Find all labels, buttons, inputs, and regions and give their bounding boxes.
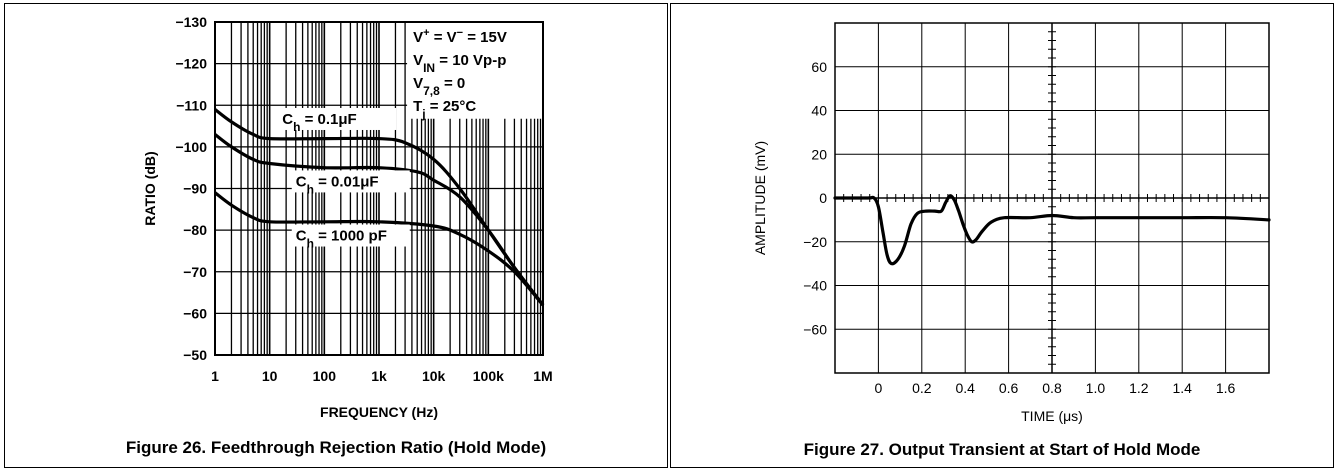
y-tick-label: −60 <box>803 321 827 337</box>
y-tick-label: −40 <box>803 278 827 294</box>
series-label: Ch = 1000 pF <box>296 228 387 251</box>
x-tick-label: 0.4 <box>955 380 975 396</box>
x-tick-label: 1k <box>371 368 387 384</box>
series-line <box>214 133 545 307</box>
x-tick-label: 100k <box>473 368 504 384</box>
series-line <box>833 194 1271 266</box>
x-tick-label: 1M <box>533 368 552 384</box>
y-tick-label: −120 <box>175 56 207 72</box>
figure-26-caption: Figure 26. Feedthrough Rejection Ratio (… <box>125 438 547 457</box>
y-tick-label: −90 <box>183 181 207 197</box>
series-label-bg <box>291 170 410 193</box>
conditions-box <box>407 23 542 119</box>
figure-26-chart: 1 10 100 1k 10k 100k 1M −130 −120 −110 −100 −90 −80 −… <box>142 14 553 420</box>
x-axis-title: TIME (μs) <box>1021 408 1083 424</box>
x-tick-label: 100 <box>313 368 337 384</box>
series-label-bg <box>291 224 410 247</box>
series-line <box>214 191 545 307</box>
y-tick-label: −130 <box>175 14 207 30</box>
condition-label: VIN = 10 Vp-p <box>413 52 506 75</box>
x-axis-title: FREQUENCY (Hz) <box>320 404 438 420</box>
series-label: Ch = 0.01μF <box>296 173 379 196</box>
condition-label: V+ = V− = 15V <box>413 27 507 46</box>
y-tick-label: 0 <box>819 190 827 206</box>
x-tick-label: 1.6 <box>1216 380 1236 396</box>
condition-label: V7,8 = 0 <box>413 75 465 98</box>
figure-27-caption: Figure 27. Output Transient at Start of … <box>803 440 1201 459</box>
series-label-bg <box>278 107 397 130</box>
figure-26-panel: 1 10 100 1k 10k 100k 1M −130 −120 −110 −100 −90 −80 −… <box>4 3 668 468</box>
y-tick-label: 40 <box>811 103 827 119</box>
figure-27-panel: 60 40 20 0 −20 −40 −60 0 0.2 0.4 0.6 0.8 1.0 1.2 1.4 1.… <box>670 3 1334 468</box>
x-tick-label: 10k <box>422 368 446 384</box>
x-tick-label: 1.4 <box>1172 380 1192 396</box>
y-tick-label: −20 <box>803 234 827 250</box>
condition-label: Tj = 25°C <box>413 98 476 121</box>
x-tick-label: 0.2 <box>912 380 932 396</box>
x-tick-label: 1.2 <box>1129 380 1149 396</box>
plot-frame <box>214 21 544 356</box>
y-tick-label: −70 <box>183 264 207 280</box>
x-tick-label: 0.6 <box>999 380 1019 396</box>
series-label: Ch = 0.1μF <box>282 111 356 134</box>
y-axis-title: AMPLITUDE (mV) <box>752 141 768 255</box>
y-tick-label: −110 <box>176 97 207 113</box>
y-axis-title: RATIO (dB) <box>142 151 158 225</box>
x-tick-label: 1.0 <box>1086 380 1106 396</box>
figure-27-chart: 60 40 20 0 −20 −40 −60 0 0.2 0.4 0.6 0.8 1.0 1.2 1.4 1.… <box>752 22 1271 424</box>
y-tick-label: 60 <box>811 59 827 75</box>
y-tick-label: −60 <box>183 305 207 321</box>
x-tick-label: 0 <box>875 380 883 396</box>
x-tick-label: 10 <box>262 368 278 384</box>
x-tick-label: 0.8 <box>1042 380 1062 396</box>
y-tick-label: −100 <box>175 139 207 155</box>
y-tick-label: −50 <box>183 347 207 363</box>
y-tick-label: 20 <box>811 146 827 162</box>
x-tick-label: 1 <box>211 368 219 384</box>
y-tick-label: −80 <box>183 222 207 238</box>
